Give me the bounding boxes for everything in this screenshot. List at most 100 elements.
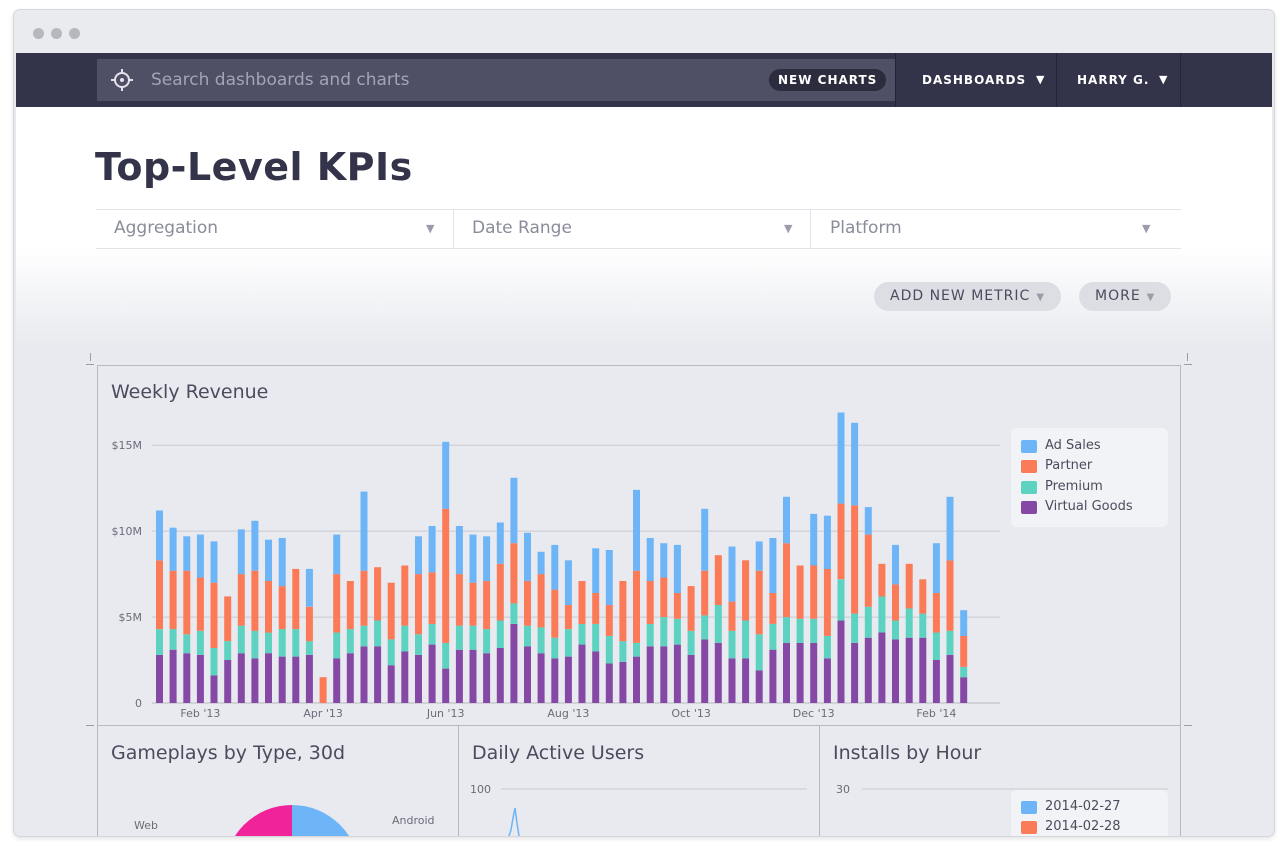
revenue-bar-partner xyxy=(183,570,191,635)
revenue-bar-partner xyxy=(633,570,640,643)
revenue-bar-partner xyxy=(578,581,586,624)
gameplays-title: Gameplays by Type, 30d xyxy=(111,742,346,764)
dashboard-content: Top-Level KPIs Aggregation ▼ Date Range … xyxy=(16,107,1272,836)
revenue-bar-partner xyxy=(387,582,395,640)
panel-border xyxy=(1180,365,1181,836)
revenue-bar-virtual-goods xyxy=(592,651,600,703)
revenue-bar-premium xyxy=(210,648,218,676)
search-input[interactable] xyxy=(151,59,751,101)
corner-tick xyxy=(1184,725,1192,726)
window-close-dot[interactable] xyxy=(33,28,44,39)
date-range-filter[interactable]: Date Range xyxy=(472,218,572,238)
revenue-bar-virtual-goods xyxy=(673,644,681,703)
revenue-bar-premium xyxy=(878,596,886,633)
add-new-metric-button[interactable]: ADD NEW METRIC ▼ xyxy=(874,282,1062,311)
dau-line xyxy=(508,807,520,836)
window-minimize-dot[interactable] xyxy=(51,28,62,39)
revenue-bar-premium xyxy=(169,629,177,650)
revenue-bar-premium xyxy=(837,579,845,621)
revenue-bar-partner xyxy=(660,577,668,617)
revenue-bar-premium xyxy=(960,666,968,678)
revenue-bar-virtual-goods xyxy=(578,644,586,703)
revenue-bar-virtual-goods xyxy=(360,646,368,703)
revenue-bar-partner xyxy=(483,581,491,630)
revenue-ytick-label: $15M xyxy=(112,439,143,452)
revenue-bar-ad-sales xyxy=(333,534,341,575)
panel-border xyxy=(97,365,1180,366)
crosshair-icon xyxy=(111,69,133,95)
platform-filter[interactable]: Platform xyxy=(830,218,902,238)
revenue-bar-partner xyxy=(551,589,559,638)
date-range-caret-icon[interactable]: ▼ xyxy=(784,222,793,235)
search-box[interactable]: NEW CHARTS xyxy=(97,59,895,101)
revenue-bar-ad-sales xyxy=(510,477,518,544)
revenue-bar-virtual-goods xyxy=(878,632,886,703)
revenue-bar-partner xyxy=(673,593,681,619)
revenue-bar-premium xyxy=(810,618,818,643)
more-button[interactable]: MORE ▼ xyxy=(1079,282,1172,311)
revenue-bar-ad-sales xyxy=(810,513,818,566)
revenue-bar-premium xyxy=(605,636,613,664)
revenue-bar-partner xyxy=(742,560,750,621)
revenue-bar-ad-sales xyxy=(605,550,613,605)
window-zoom-dot[interactable] xyxy=(69,28,80,39)
new-charts-button[interactable]: NEW CHARTS xyxy=(769,69,887,91)
revenue-bar-premium xyxy=(305,641,313,655)
aggregation-caret-icon[interactable]: ▼ xyxy=(426,222,435,235)
revenue-bar-virtual-goods xyxy=(755,670,763,703)
filter-divider xyxy=(453,210,454,249)
platform-caret-icon[interactable]: ▼ xyxy=(1142,222,1151,235)
revenue-bar-premium xyxy=(455,625,463,650)
revenue-bar-virtual-goods xyxy=(619,661,627,704)
revenue-bar-partner xyxy=(769,593,777,624)
installs-title: Installs by Hour xyxy=(833,742,982,764)
revenue-bar-ad-sales xyxy=(442,441,450,509)
revenue-bar-premium xyxy=(483,629,491,654)
user-caret-icon[interactable]: ▼ xyxy=(1159,73,1168,86)
revenue-bar-ad-sales xyxy=(251,520,259,571)
revenue-bar-virtual-goods xyxy=(796,642,804,703)
chevron-down-icon: ▼ xyxy=(1036,292,1046,303)
revenue-bar-premium xyxy=(156,629,163,655)
page-title: Top-Level KPIs xyxy=(95,145,413,189)
weekly-revenue-legend: Ad Sales Partner Premium Virtual Goods xyxy=(1011,428,1168,527)
revenue-xtick-label: Dec '13 xyxy=(793,707,835,720)
revenue-bar-partner xyxy=(292,568,300,630)
revenue-bar-premium xyxy=(564,629,572,657)
revenue-bar-partner xyxy=(905,563,913,609)
revenue-bar-partner xyxy=(892,584,899,621)
revenue-bar-partner xyxy=(346,581,354,630)
revenue-bar-premium xyxy=(592,623,600,652)
revenue-bar-virtual-goods xyxy=(401,651,409,703)
revenue-bar-premium xyxy=(224,641,232,660)
user-menu[interactable]: HARRY G. xyxy=(1077,73,1150,87)
revenue-xtick-label: Oct '13 xyxy=(671,707,711,720)
more-label: MORE xyxy=(1095,288,1141,304)
revenue-bar-partner xyxy=(319,677,327,703)
revenue-bar-premium xyxy=(360,625,368,647)
panel-border xyxy=(97,725,1180,726)
revenue-bar-virtual-goods xyxy=(837,620,845,703)
gameplays-pie-chart: Web Android xyxy=(134,805,435,836)
dashboards-caret-icon[interactable]: ▼ xyxy=(1036,73,1045,86)
revenue-bar-partner xyxy=(510,543,518,604)
revenue-bar-partner xyxy=(810,565,818,619)
revenue-bar-ad-sales xyxy=(592,548,600,593)
revenue-bar-premium xyxy=(387,639,395,666)
legend-label: Premium xyxy=(1045,479,1103,494)
revenue-bar-ad-sales xyxy=(823,515,831,569)
revenue-bar-virtual-goods xyxy=(265,653,272,703)
revenue-bar-premium xyxy=(346,629,354,654)
revenue-bar-partner xyxy=(646,581,654,624)
dashboards-menu[interactable]: DASHBOARDS xyxy=(922,73,1027,87)
revenue-bar-partner xyxy=(605,605,613,636)
revenue-bar-virtual-goods xyxy=(864,637,872,703)
revenue-bar-virtual-goods xyxy=(605,663,613,703)
revenue-bar-premium xyxy=(932,632,940,660)
aggregation-filter[interactable]: Aggregation xyxy=(114,218,219,238)
revenue-bar-virtual-goods xyxy=(932,660,940,703)
revenue-bar-partner xyxy=(401,565,409,626)
revenue-bar-premium xyxy=(251,630,259,659)
revenue-bar-virtual-goods xyxy=(701,639,709,703)
revenue-bar-premium xyxy=(892,620,899,640)
